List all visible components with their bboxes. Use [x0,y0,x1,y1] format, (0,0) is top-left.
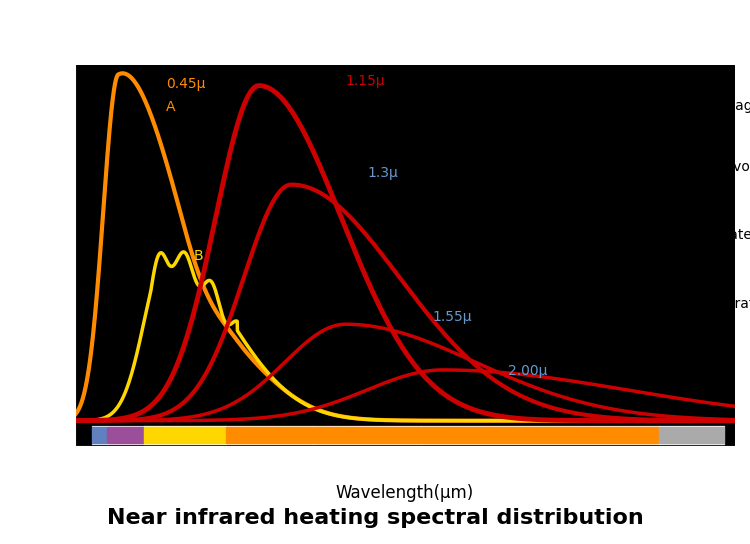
Text: at 100% rated voltage: at 100% rated voltage [361,99,750,123]
Text: 2.00μ: 2.00μ [508,363,548,378]
Text: at 20% rated voltage: at 20% rated voltage [578,297,750,362]
Text: %: % [54,42,68,58]
Text: B: B [194,249,204,263]
Text: 1.15μ: 1.15μ [346,74,385,88]
Text: 1.3μ: 1.3μ [368,165,398,180]
Text: B: Earth solar spectrum: B: Earth solar spectrum [424,107,589,121]
Text: 0.45μ: 0.45μ [166,77,206,91]
Text: Wavelength(μm): Wavelength(μm) [336,484,474,502]
Text: Red curve: Spectrum of infrared lamp: Red curve: Spectrum of infrared lamp [424,141,687,156]
Text: Near infrared heating spectral distribution: Near infrared heating spectral distribut… [106,508,644,528]
Text: at 75% rated voltage: at 75% rated voltage [426,160,750,199]
Text: A: A [166,100,176,114]
Text: A: Space solar spectrum: A: Space solar spectrum [424,73,594,87]
Y-axis label: Peak height ratio: Peak height ratio [16,190,31,321]
Text: at 50% rated voltage: at 50% rated voltage [469,228,750,277]
Text: 1.55μ: 1.55μ [432,310,472,324]
